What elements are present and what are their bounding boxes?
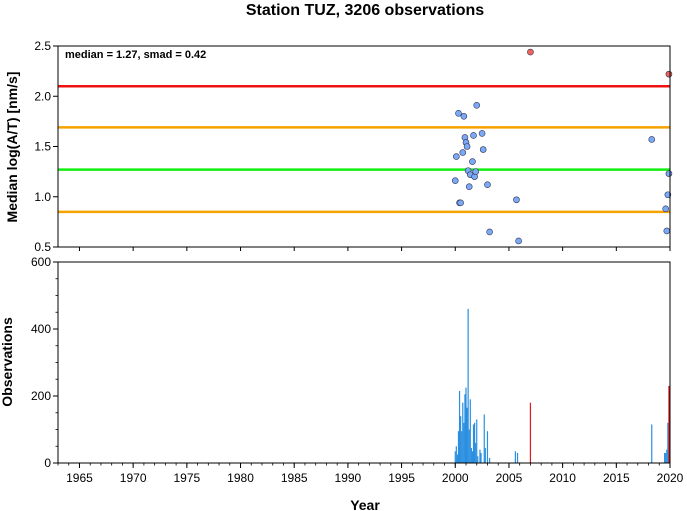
data-point xyxy=(665,70,673,78)
y-tick-label: 0 xyxy=(44,456,51,470)
y-tick-label: 1.5 xyxy=(34,140,51,154)
x-tick-label: 1965 xyxy=(66,471,93,485)
data-point xyxy=(465,183,473,190)
median-y-axis-label: Median log(A/T) [nm/s] xyxy=(4,72,20,223)
data-point xyxy=(663,227,671,235)
x-tick-label: 1980 xyxy=(227,471,254,485)
data-point xyxy=(460,113,468,120)
data-point xyxy=(486,228,493,236)
x-tick-label: 2020 xyxy=(657,471,684,485)
data-point xyxy=(648,136,656,143)
x-axis-label: Year xyxy=(350,497,380,511)
data-point xyxy=(470,132,477,139)
observations-panel: 0 200 400 600 1965 1970 1975 1980 1985 1990 1995 2… xyxy=(0,255,684,511)
data-point xyxy=(469,158,476,165)
data-point xyxy=(662,205,670,213)
y-tick-label: 400 xyxy=(31,322,51,336)
data-point xyxy=(484,181,491,188)
x-tick-label: 1995 xyxy=(388,471,415,485)
median-panel-frame xyxy=(57,45,671,248)
data-point xyxy=(473,101,481,109)
data-point xyxy=(451,177,459,184)
x-tick-label: 2005 xyxy=(496,471,523,485)
x-tick-label: 1970 xyxy=(120,471,147,485)
data-point xyxy=(479,146,487,153)
x-tick-label: 2015 xyxy=(603,471,630,485)
y-tick-label: 2.0 xyxy=(34,89,51,103)
x-tick-label: 1990 xyxy=(335,471,362,485)
observations-y-axis-label: Observations xyxy=(0,317,15,407)
data-point xyxy=(453,153,460,160)
data-point xyxy=(513,196,520,204)
data-point xyxy=(664,191,672,199)
y-tick-label: 2.5 xyxy=(34,39,51,53)
data-point xyxy=(457,199,464,207)
observations-panel-frame xyxy=(57,261,671,464)
data-point xyxy=(527,48,534,56)
chart-title: Station TUZ, 3206 observations xyxy=(246,2,484,19)
x-tick-label: 2010 xyxy=(549,471,576,485)
x-tick-label: 2000 xyxy=(442,471,469,485)
y-tick-label: 200 xyxy=(31,389,51,403)
y-tick-label: 1.0 xyxy=(34,190,51,204)
data-point xyxy=(515,237,522,245)
data-point xyxy=(472,168,479,175)
data-point xyxy=(478,130,486,137)
data-point xyxy=(665,170,673,177)
data-point xyxy=(455,110,462,117)
x-tick-label: 1985 xyxy=(281,471,308,485)
y-tick-label: 0.5 xyxy=(34,240,51,254)
median-annotation: median = 1.27, smad = 0.42 xyxy=(65,49,206,61)
data-point xyxy=(463,143,471,150)
data-point xyxy=(459,149,467,156)
x-tick-label: 1975 xyxy=(173,471,200,485)
median-panel: 0.5 1.0 1.5 2.0 2.5 median = 1.27, smad = 0.… xyxy=(4,39,673,254)
y-tick-label: 600 xyxy=(31,255,51,269)
